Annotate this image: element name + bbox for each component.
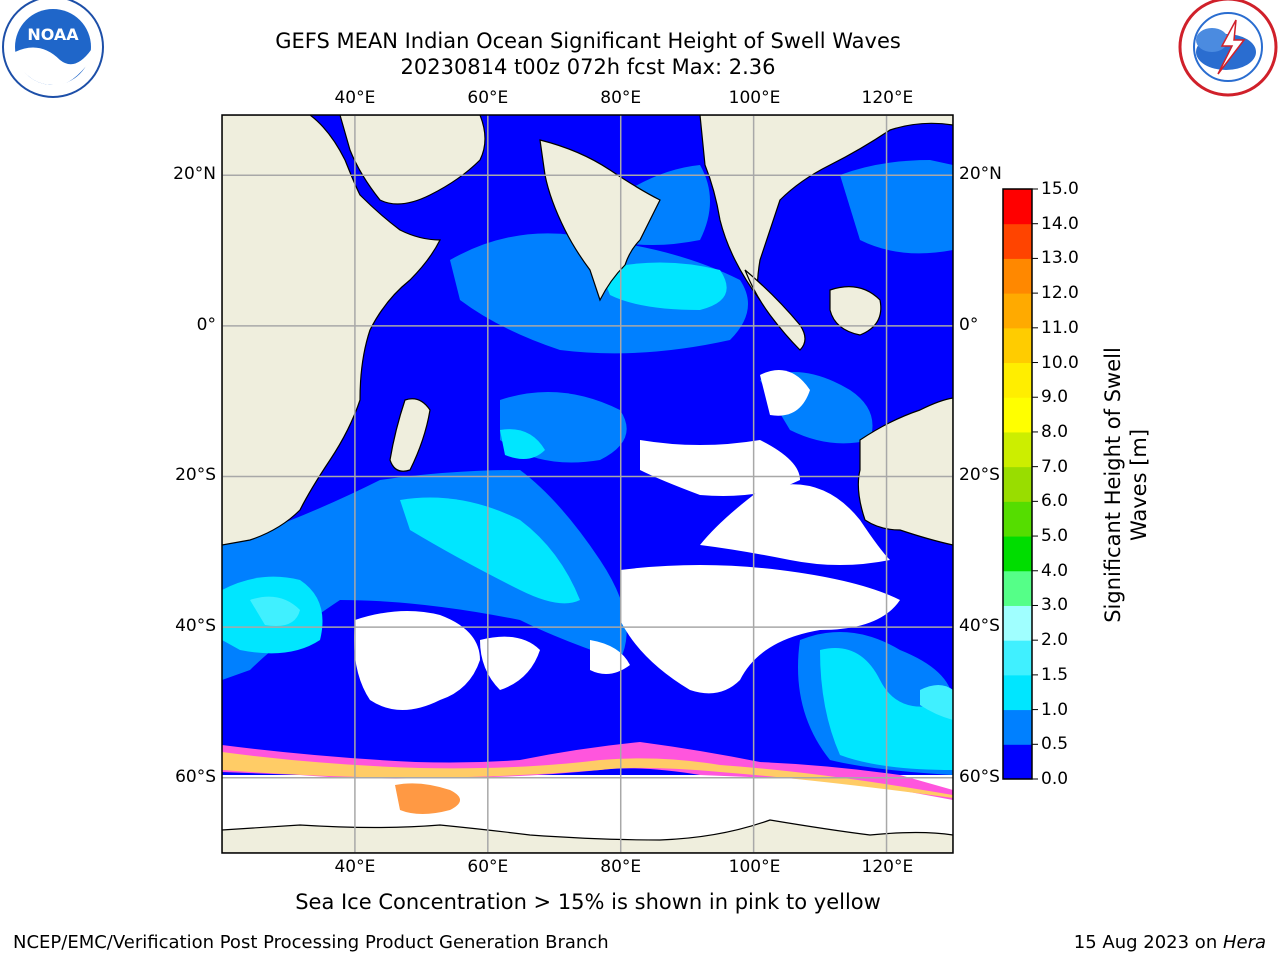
lon-tick-label-top: 60°E	[467, 88, 509, 108]
colorbar-level-label: 9.0	[1041, 387, 1069, 408]
colorbar-segment	[1003, 605, 1032, 641]
lon-tick-label-top: 40°E	[334, 88, 376, 108]
footer-date-text: 15 Aug 2023 on	[1073, 932, 1223, 953]
colorbar-segment	[1003, 640, 1032, 676]
colorbar-level-label: 12.0	[1041, 283, 1079, 304]
noaa-logo-text: NOAA	[27, 25, 79, 44]
colorbar-segment	[1003, 327, 1032, 364]
lon-tick-label-top: 80°E	[600, 88, 642, 108]
lon-tick-label-bottom: 100°E	[728, 857, 781, 877]
lon-tick-label-top: 120°E	[861, 88, 914, 108]
colorbar-segment	[1003, 466, 1032, 502]
colorbar-segment	[1003, 223, 1032, 259]
sea-ice-band	[222, 742, 953, 814]
colorbar-level-label: 4.0	[1041, 560, 1069, 581]
colorbar-level-label: 1.5	[1041, 664, 1069, 685]
lat-tick-label-left: 20°S	[175, 465, 216, 486]
colorbar-level-label: 5.0	[1041, 526, 1069, 547]
colorbar-level-label: 0.0	[1041, 769, 1069, 789]
colorbar-segment	[1003, 431, 1032, 468]
colorbar-segment	[1003, 293, 1032, 329]
colorbar-segment	[1003, 674, 1032, 711]
colorbar-level-label: 7.0	[1041, 456, 1069, 477]
sea-ice-caption: Sea Ice Concentration > 15% is shown in …	[295, 890, 881, 914]
colorbar-level-label: 2.0	[1041, 630, 1069, 651]
lon-tick-label-bottom: 60°E	[467, 857, 509, 877]
colorbar-level-label: 3.0	[1041, 595, 1069, 616]
colorbar-segment	[1003, 709, 1032, 745]
lat-tick-label-right: 60°S	[959, 766, 1000, 787]
lat-tick-label-left: 0°	[196, 314, 216, 335]
lat-tick-label-right: 20°S	[959, 465, 1000, 486]
missing-data-patches	[354, 370, 900, 710]
colorbar-segment	[1003, 744, 1032, 780]
graticule	[222, 115, 953, 853]
footer-date: 15 Aug 2023 on Hera	[1074, 932, 1266, 953]
colorbar	[1002, 188, 1038, 780]
colorbar-level-label: 8.0	[1041, 421, 1069, 442]
lat-tick-label-left: 20°N	[173, 164, 216, 185]
footer-credit: NCEP/EMC/Verification Post Processing Pr…	[13, 932, 609, 953]
colorbar-segment	[1003, 536, 1032, 572]
colorbar-title-line2: Waves [m]	[1127, 428, 1151, 542]
colorbar-segment	[1003, 570, 1032, 606]
chart-title: GEFS MEAN Indian Ocean Significant Heigh…	[275, 29, 901, 53]
colorbar-level-label: 13.0	[1041, 248, 1079, 269]
lat-tick-label-left: 60°S	[175, 766, 216, 787]
lon-tick-label-bottom: 40°E	[334, 857, 376, 877]
nws-logo	[1178, 0, 1278, 97]
lat-tick-label-right: 0°	[959, 314, 979, 335]
land-masses	[222, 115, 953, 853]
map-frame	[221, 114, 954, 854]
colorbar-frame	[1002, 188, 1033, 780]
colorbar-level-label: 6.0	[1041, 491, 1069, 512]
lat-tick-label-left: 40°S	[175, 616, 216, 637]
lon-tick-label-bottom: 120°E	[861, 857, 914, 877]
lon-tick-label-top: 100°E	[728, 88, 781, 108]
lat-tick-label-right: 20°N	[959, 164, 1002, 185]
colorbar-title-line1: Significant Height of Swell	[1101, 347, 1125, 623]
lat-tick-label-right: 40°S	[959, 616, 1000, 637]
colorbar-level-label: 10.0	[1041, 352, 1079, 373]
colorbar-level-label: 1.0	[1041, 699, 1069, 720]
colorbar-segment	[1003, 362, 1032, 398]
colorbar-segment	[1003, 397, 1032, 433]
colorbar-segment	[1003, 258, 1032, 294]
map-area	[222, 115, 953, 853]
swell-1.5-2.0-zones	[250, 596, 953, 720]
colorbar-level-label: 11.0	[1041, 317, 1079, 338]
colorbar-segment	[1003, 501, 1032, 537]
footer-host: Hera	[1222, 932, 1266, 953]
colorbar-level-label: 14.0	[1041, 213, 1079, 234]
chart-subtitle: 20230814 t00z 072h fcst Max: 2.36	[400, 55, 776, 79]
noaa-logo: NOAA	[2, 0, 104, 98]
lon-tick-label-bottom: 80°E	[600, 857, 642, 877]
colorbar-segment	[1003, 189, 1032, 225]
colorbar-level-label: 0.5	[1041, 734, 1069, 755]
colorbar-level-label: 15.0	[1041, 179, 1079, 199]
